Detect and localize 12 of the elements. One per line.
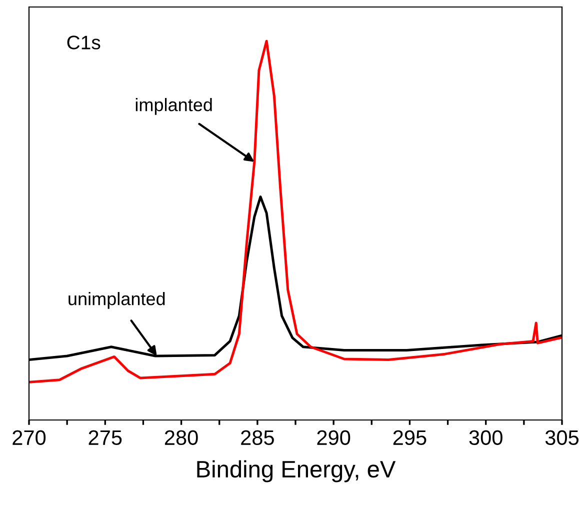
x-tick-label: 305 bbox=[545, 430, 579, 446]
x-tick-label: 270 bbox=[12, 430, 46, 446]
annotation: C1s bbox=[67, 36, 100, 50]
annotation: implanted bbox=[136, 98, 212, 115]
x-tick-label: 285 bbox=[241, 430, 274, 446]
x-tick-label: 295 bbox=[393, 430, 426, 446]
x-axis-title: Binding Energy, eV bbox=[197, 460, 396, 482]
x-tick-label: 275 bbox=[88, 430, 122, 446]
x-tick-label: 280 bbox=[164, 430, 198, 446]
annotation: unimplanted bbox=[68, 292, 165, 309]
x-tick-label: 300 bbox=[469, 430, 502, 446]
x-tick-label: 290 bbox=[317, 430, 350, 446]
